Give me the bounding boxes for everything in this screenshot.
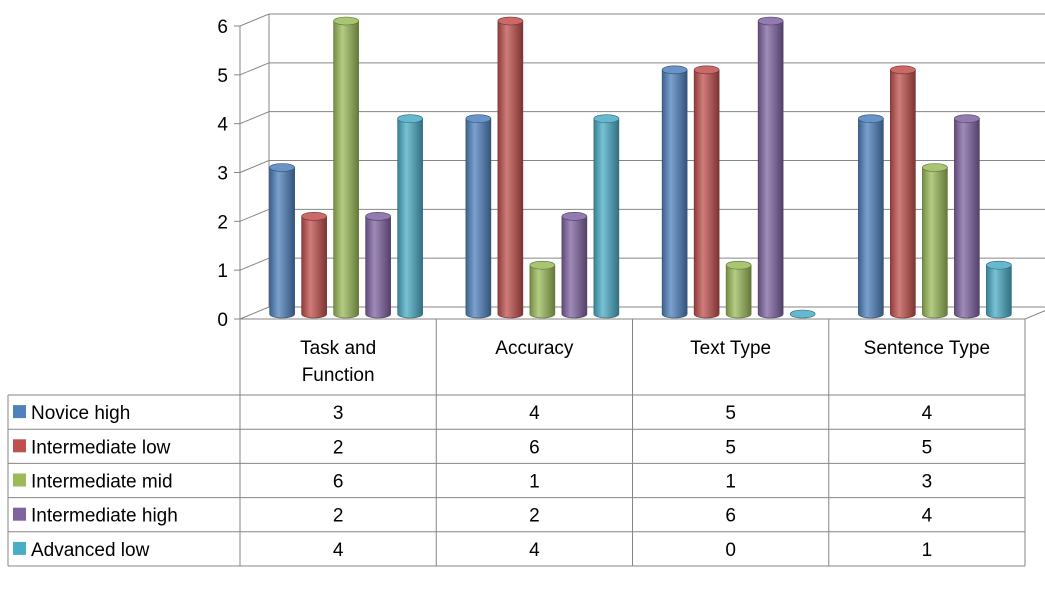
category-label: Sentence Type [864, 338, 990, 359]
y-tick-label: 2 [217, 212, 228, 233]
category-label: Accuracy [495, 338, 574, 359]
table-value: 4 [529, 403, 540, 424]
bars [269, 16, 1012, 319]
series-name: Intermediate high [31, 506, 178, 527]
table-value: 5 [725, 437, 736, 458]
table-value: 1 [725, 472, 736, 493]
table-value: 3 [922, 472, 933, 493]
table-value: 5 [725, 403, 736, 424]
bar [725, 260, 752, 319]
bar [465, 114, 492, 319]
table-value: 4 [333, 540, 344, 561]
table-value: 4 [529, 540, 540, 561]
bar [497, 16, 524, 319]
table-value: 0 [725, 540, 736, 561]
table-value: 1 [529, 472, 540, 493]
table-value: 4 [922, 506, 933, 527]
bar [593, 114, 620, 319]
bar [890, 65, 916, 319]
category-label: Task and Function [300, 338, 376, 386]
table-value: 2 [333, 506, 344, 527]
y-tick-label: 4 [217, 115, 228, 136]
gridline-5 [239, 62, 1045, 76]
y-axis: 0 1 2 3 4 5 6 [217, 17, 240, 331]
series-name: Intermediate mid [31, 472, 173, 493]
bar [269, 163, 295, 319]
category-label: Text Type [690, 338, 771, 359]
bar [561, 212, 588, 319]
table-value: 2 [333, 437, 344, 458]
bar [954, 114, 980, 319]
table-value: 6 [725, 506, 736, 527]
table-value: 3 [333, 403, 344, 424]
y-tick-label: 6 [217, 17, 228, 38]
series-name: Novice high [31, 403, 130, 424]
y-tick-label: 5 [217, 66, 228, 87]
series-name: Advanced low [31, 540, 150, 561]
bar [986, 260, 1012, 319]
gridline-4 [239, 111, 1045, 125]
bar [333, 16, 359, 319]
legend-key [13, 439, 26, 453]
bar [922, 163, 948, 319]
bar [858, 114, 884, 319]
table-value: 1 [922, 540, 933, 561]
legend-key [13, 405, 26, 419]
bar [693, 65, 720, 319]
table-value: 6 [333, 472, 344, 493]
y-tick-label: 3 [217, 164, 228, 185]
table-value: 6 [529, 437, 540, 458]
bar [529, 260, 556, 319]
legend-key [13, 507, 26, 521]
data-table: Task and Function Accuracy Text Type Sentenc… [7, 319, 1026, 567]
floor-right-edge [1024, 310, 1045, 320]
legend-key [13, 473, 26, 487]
table-value: 4 [922, 403, 933, 424]
y-tick-label: 0 [217, 310, 228, 331]
bar [301, 212, 327, 319]
bar [661, 65, 688, 319]
bar [365, 212, 391, 319]
bar [757, 16, 784, 319]
bar [789, 309, 816, 319]
gridline-6 [239, 13, 1045, 27]
bar [397, 114, 423, 319]
table-value: 5 [922, 437, 933, 458]
table-value: 2 [529, 506, 540, 527]
legend-key [13, 541, 26, 555]
gridlines [239, 13, 1045, 320]
series-name: Intermediate low [31, 437, 171, 458]
y-tick-label: 1 [217, 261, 228, 282]
